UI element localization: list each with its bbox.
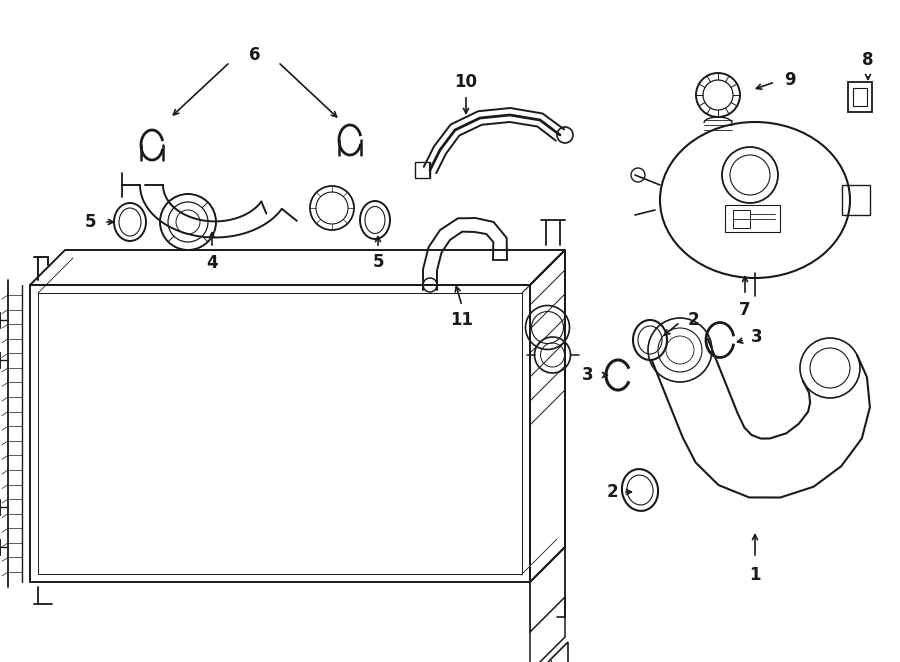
Text: 5: 5 (85, 213, 95, 231)
Text: 5: 5 (373, 253, 383, 271)
Text: 8: 8 (862, 51, 874, 69)
Text: 6: 6 (249, 46, 261, 64)
Text: 2: 2 (607, 483, 617, 501)
Text: 3: 3 (582, 366, 594, 384)
Text: 3: 3 (752, 328, 763, 346)
Text: 7: 7 (739, 301, 751, 319)
Text: 2: 2 (688, 311, 698, 329)
Text: 9: 9 (784, 71, 796, 89)
Text: 4: 4 (206, 254, 218, 272)
Text: 1: 1 (749, 566, 760, 584)
Text: 11: 11 (451, 311, 473, 329)
Text: 10: 10 (454, 73, 478, 91)
